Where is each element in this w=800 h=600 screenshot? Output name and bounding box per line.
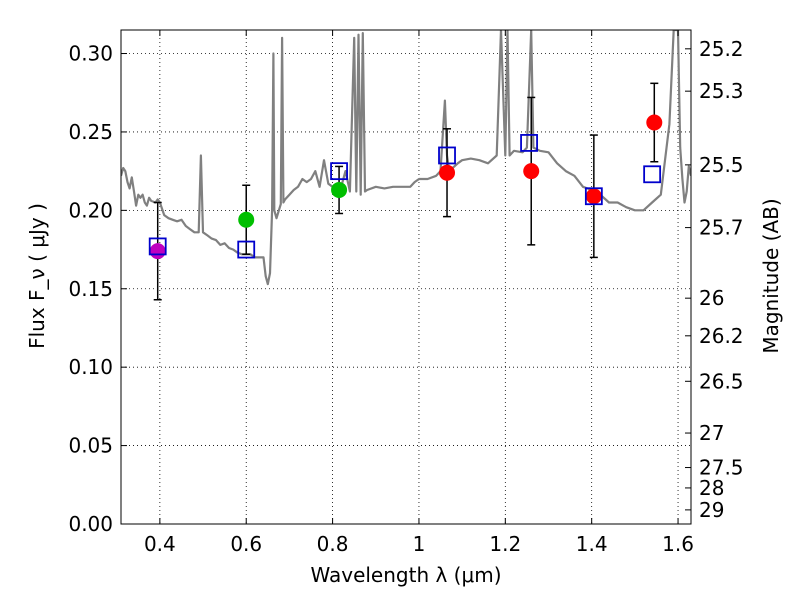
right-tick-label: 26.5 bbox=[699, 369, 744, 393]
error-bars bbox=[153, 82, 659, 301]
y-tick-labels: 0.00 0.05 0.10 0.15 0.20 0.25 0.30 bbox=[68, 42, 113, 536]
y-tick-label: 0.00 bbox=[68, 512, 113, 536]
model-square bbox=[330, 162, 348, 181]
x-axis-label: Wavelength λ (μm) bbox=[310, 563, 501, 587]
right-tick-label: 25.3 bbox=[699, 79, 744, 103]
x-tick-label: 1 bbox=[413, 532, 426, 556]
model-square bbox=[584, 187, 603, 206]
right-tick-label: 28 bbox=[699, 476, 724, 500]
y-tick-label: 0.30 bbox=[68, 42, 113, 66]
x-tick-label: 0.6 bbox=[230, 532, 262, 556]
y-tick-label: 0.10 bbox=[68, 355, 113, 379]
right-tick-label: 29 bbox=[699, 498, 724, 522]
model-square bbox=[520, 134, 538, 152]
observation-point bbox=[585, 188, 602, 205]
grid-lines bbox=[121, 30, 691, 525]
y-axis-label: Flux F_ν ( μJy ) bbox=[25, 203, 49, 349]
spectrum-line bbox=[121, 30, 691, 286]
observation-point bbox=[238, 211, 255, 228]
right-tick-label: 27 bbox=[699, 421, 724, 445]
x-tick-label: 1.4 bbox=[576, 532, 608, 556]
right-tick-label: 25.7 bbox=[699, 216, 744, 240]
x-tick-label: 1.2 bbox=[489, 532, 521, 556]
plot-frame bbox=[120, 29, 692, 525]
y-tick-label: 0.20 bbox=[68, 198, 113, 222]
model-square bbox=[148, 237, 167, 256]
model-square bbox=[237, 240, 256, 259]
observation-point bbox=[149, 243, 166, 260]
right-tick-label: 25.2 bbox=[699, 37, 744, 61]
y-tick-label: 0.15 bbox=[68, 277, 113, 301]
right-tick-label: 25.5 bbox=[699, 153, 744, 177]
model-spectrum bbox=[121, 30, 691, 286]
observation-point bbox=[646, 114, 663, 131]
right-axis-label: Magnitude (AB) bbox=[759, 198, 783, 353]
model-square bbox=[438, 146, 456, 165]
model-squares bbox=[148, 134, 662, 259]
x-tick-labels: 0.4 0.6 0.8 1 1.2 1.4 1.6 bbox=[144, 532, 694, 556]
y-tick-label: 0.05 bbox=[68, 434, 113, 458]
observation-point bbox=[331, 181, 348, 198]
model-square bbox=[643, 165, 662, 184]
right-tick-label: 27.5 bbox=[699, 456, 744, 480]
axis-ticks bbox=[121, 30, 691, 525]
observation-point bbox=[439, 164, 456, 181]
y-tick-label: 0.25 bbox=[68, 120, 113, 144]
x-tick-label: 0.8 bbox=[317, 532, 349, 556]
right-tick-label: 26.2 bbox=[699, 324, 744, 348]
right-tick-label: 26 bbox=[699, 286, 724, 310]
x-tick-label: 0.4 bbox=[144, 532, 176, 556]
x-tick-label: 1.6 bbox=[662, 532, 694, 556]
observation-point bbox=[523, 163, 540, 180]
